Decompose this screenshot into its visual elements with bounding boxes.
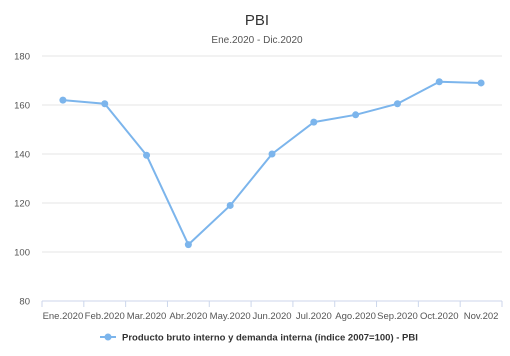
data-point[interactable] (143, 151, 151, 159)
data-point[interactable] (393, 100, 401, 108)
data-point[interactable] (101, 100, 109, 108)
y-tick-label: 160 (14, 101, 30, 112)
y-tick-label: 80 (19, 297, 30, 308)
chart-title: PBI (245, 12, 269, 29)
x-tick-label: Jun.2020 (252, 311, 291, 322)
data-point[interactable] (184, 241, 192, 249)
data-point[interactable] (310, 118, 318, 126)
y-tick-label: 140 (14, 150, 30, 161)
y-tick-label: 180 (14, 52, 30, 63)
y-tick-label: 120 (14, 199, 30, 210)
series-line (62, 80, 482, 246)
chart-subtitle: Ene.2020 - Dic.2020 (211, 35, 303, 46)
y-axis-ticks: 80 100 120 140 160 180 (14, 52, 30, 308)
x-tick-label: Jul.2020 (296, 311, 332, 322)
legend[interactable]: Producto bruto interno y demanda interna… (100, 333, 418, 344)
x-tick-label: Sep.2020 (377, 311, 418, 322)
x-axis: Ene.2020 Feb.2020 Mar.2020 Abr.2020 May.2020… (41, 300, 503, 322)
data-point[interactable] (226, 201, 234, 209)
legend-symbol-marker (104, 333, 112, 341)
x-tick-label: Ago.2020 (335, 311, 376, 322)
x-tick-label: Oct.2020 (420, 311, 459, 322)
x-tick-label: Mar.2020 (127, 311, 167, 322)
x-tick-label: Nov.202 (464, 311, 499, 322)
y-tick-label: 100 (14, 248, 30, 259)
data-point[interactable] (352, 111, 360, 119)
data-point[interactable] (435, 78, 443, 86)
x-tick-label: Ene.2020 (43, 311, 84, 322)
x-tick-label: May.2020 (210, 311, 251, 322)
legend-label[interactable]: Producto bruto interno y demanda interna… (122, 333, 418, 344)
data-point[interactable] (268, 150, 276, 158)
data-point[interactable] (477, 79, 485, 87)
series (59, 78, 485, 249)
x-tick-label: Abr.2020 (169, 311, 207, 322)
data-point[interactable] (59, 96, 67, 104)
x-tick-label: Feb.2020 (85, 311, 125, 322)
